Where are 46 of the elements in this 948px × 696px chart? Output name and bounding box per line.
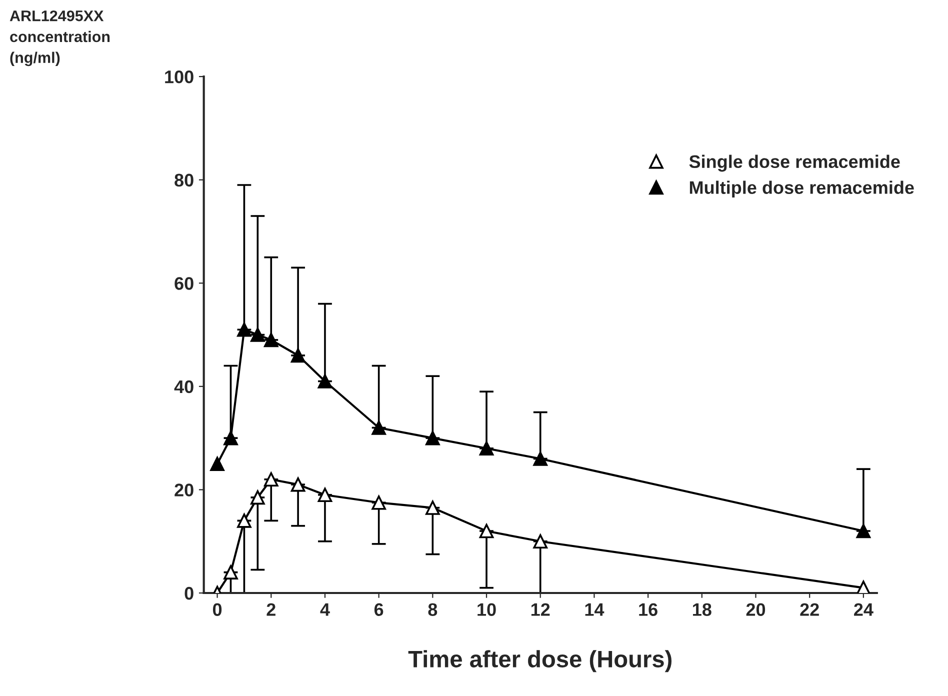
legend-label: Multiple dose remacemide	[690, 180, 914, 198]
point	[533, 534, 548, 549]
x-tick-label: 0	[212, 603, 222, 616]
x-tick-label: 2	[266, 603, 276, 616]
point	[264, 332, 278, 348]
y-tick-label: 60	[174, 277, 194, 290]
point	[318, 488, 332, 502]
point	[237, 322, 252, 337]
point	[250, 328, 265, 342]
y-tick-label: 0	[184, 586, 194, 600]
point	[290, 348, 306, 363]
point	[856, 580, 871, 593]
point	[250, 490, 265, 505]
point	[264, 472, 278, 487]
point	[210, 456, 224, 472]
x-tick-label: 18	[692, 603, 712, 616]
y-tick-label: 80	[174, 174, 194, 187]
y-tick-label: 20	[174, 484, 194, 496]
point	[479, 524, 494, 538]
x-tick-label: 22	[800, 603, 819, 616]
point	[224, 565, 238, 580]
y-tick-label: 100	[165, 70, 194, 84]
legend-label: Single dose remacemide	[689, 154, 900, 172]
x-tick-label: 12	[531, 603, 550, 616]
point	[533, 452, 548, 466]
y-axis-title: ARL12495XX concentration (ng/ml)	[10, 10, 110, 66]
x-tick-label: 10	[478, 603, 496, 616]
point	[372, 495, 386, 510]
point	[856, 524, 871, 538]
point	[372, 420, 386, 435]
point	[224, 430, 238, 446]
x-tick-label: 4	[320, 603, 330, 616]
x-tick-label: 20	[746, 603, 766, 616]
x-axis-title: Time after dose (Hours)	[408, 650, 672, 672]
y-tick-label: 40	[174, 380, 194, 394]
x-tick-label: 24	[854, 603, 874, 616]
point	[290, 477, 306, 492]
x-tick-label: 16	[639, 603, 658, 616]
point	[426, 430, 440, 446]
x-tick-label: 14	[585, 603, 604, 616]
x-tick-label: 6	[374, 603, 384, 616]
point	[479, 441, 494, 456]
point	[426, 500, 440, 515]
x-tick-label: 8	[428, 603, 438, 616]
point	[237, 514, 252, 528]
point	[318, 374, 332, 388]
